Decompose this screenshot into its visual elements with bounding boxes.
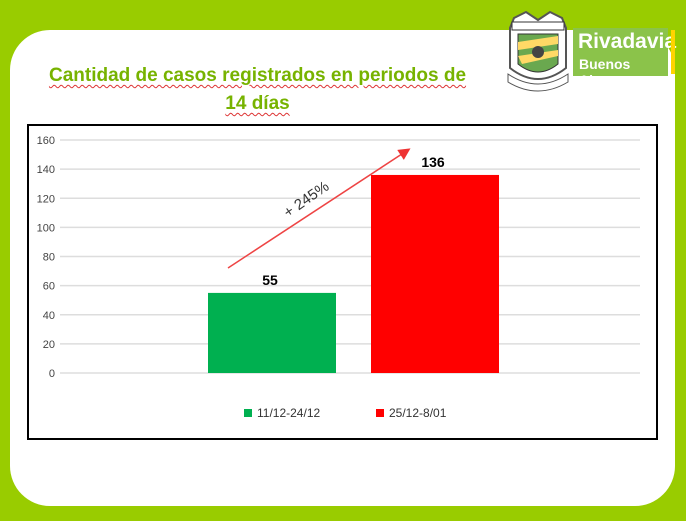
- slide-title: Cantidad de casos registrados en periodo…: [20, 62, 495, 118]
- bar-1: [208, 292, 336, 373]
- bar-2: [371, 174, 499, 373]
- data-label: 55: [262, 272, 278, 288]
- y-tick-label: 120: [37, 193, 55, 205]
- y-tick-label: 80: [43, 252, 55, 264]
- legend-item-2: 25/12-8/01: [376, 406, 446, 420]
- crest-logo-icon: [507, 10, 569, 92]
- logo-subtitle: Buenos Aires: [579, 56, 631, 88]
- logo-banner: Rivadavia Buenos Aires: [573, 28, 676, 88]
- legend-label: 11/12-24/12: [257, 406, 321, 420]
- logo-accent-bar: [671, 30, 675, 74]
- legend-label: 25/12-8/01: [389, 406, 447, 420]
- y-tick-label: 40: [43, 310, 55, 322]
- chart-frame: [27, 124, 658, 440]
- logo-name: Rivadavia: [578, 30, 677, 53]
- data-label: 136: [421, 154, 445, 170]
- legend-swatch-green: [244, 409, 252, 417]
- y-tick-label: 60: [43, 281, 55, 293]
- y-tick-label: 100: [37, 222, 55, 234]
- y-tick-label: 0: [49, 368, 55, 380]
- title-line-1: Cantidad de casos registrados en periodo…: [48, 65, 467, 86]
- y-tick-label: 160: [37, 135, 55, 147]
- y-tick-label: 140: [37, 164, 55, 176]
- growth-arrow: [227, 148, 411, 269]
- legend-item-1: 11/12-24/12: [244, 406, 320, 420]
- legend-swatch-red: [376, 409, 384, 417]
- growth-annotation: + 245%: [281, 178, 333, 221]
- y-tick-label: 20: [43, 339, 55, 351]
- title-line-2: 14 días: [225, 93, 290, 114]
